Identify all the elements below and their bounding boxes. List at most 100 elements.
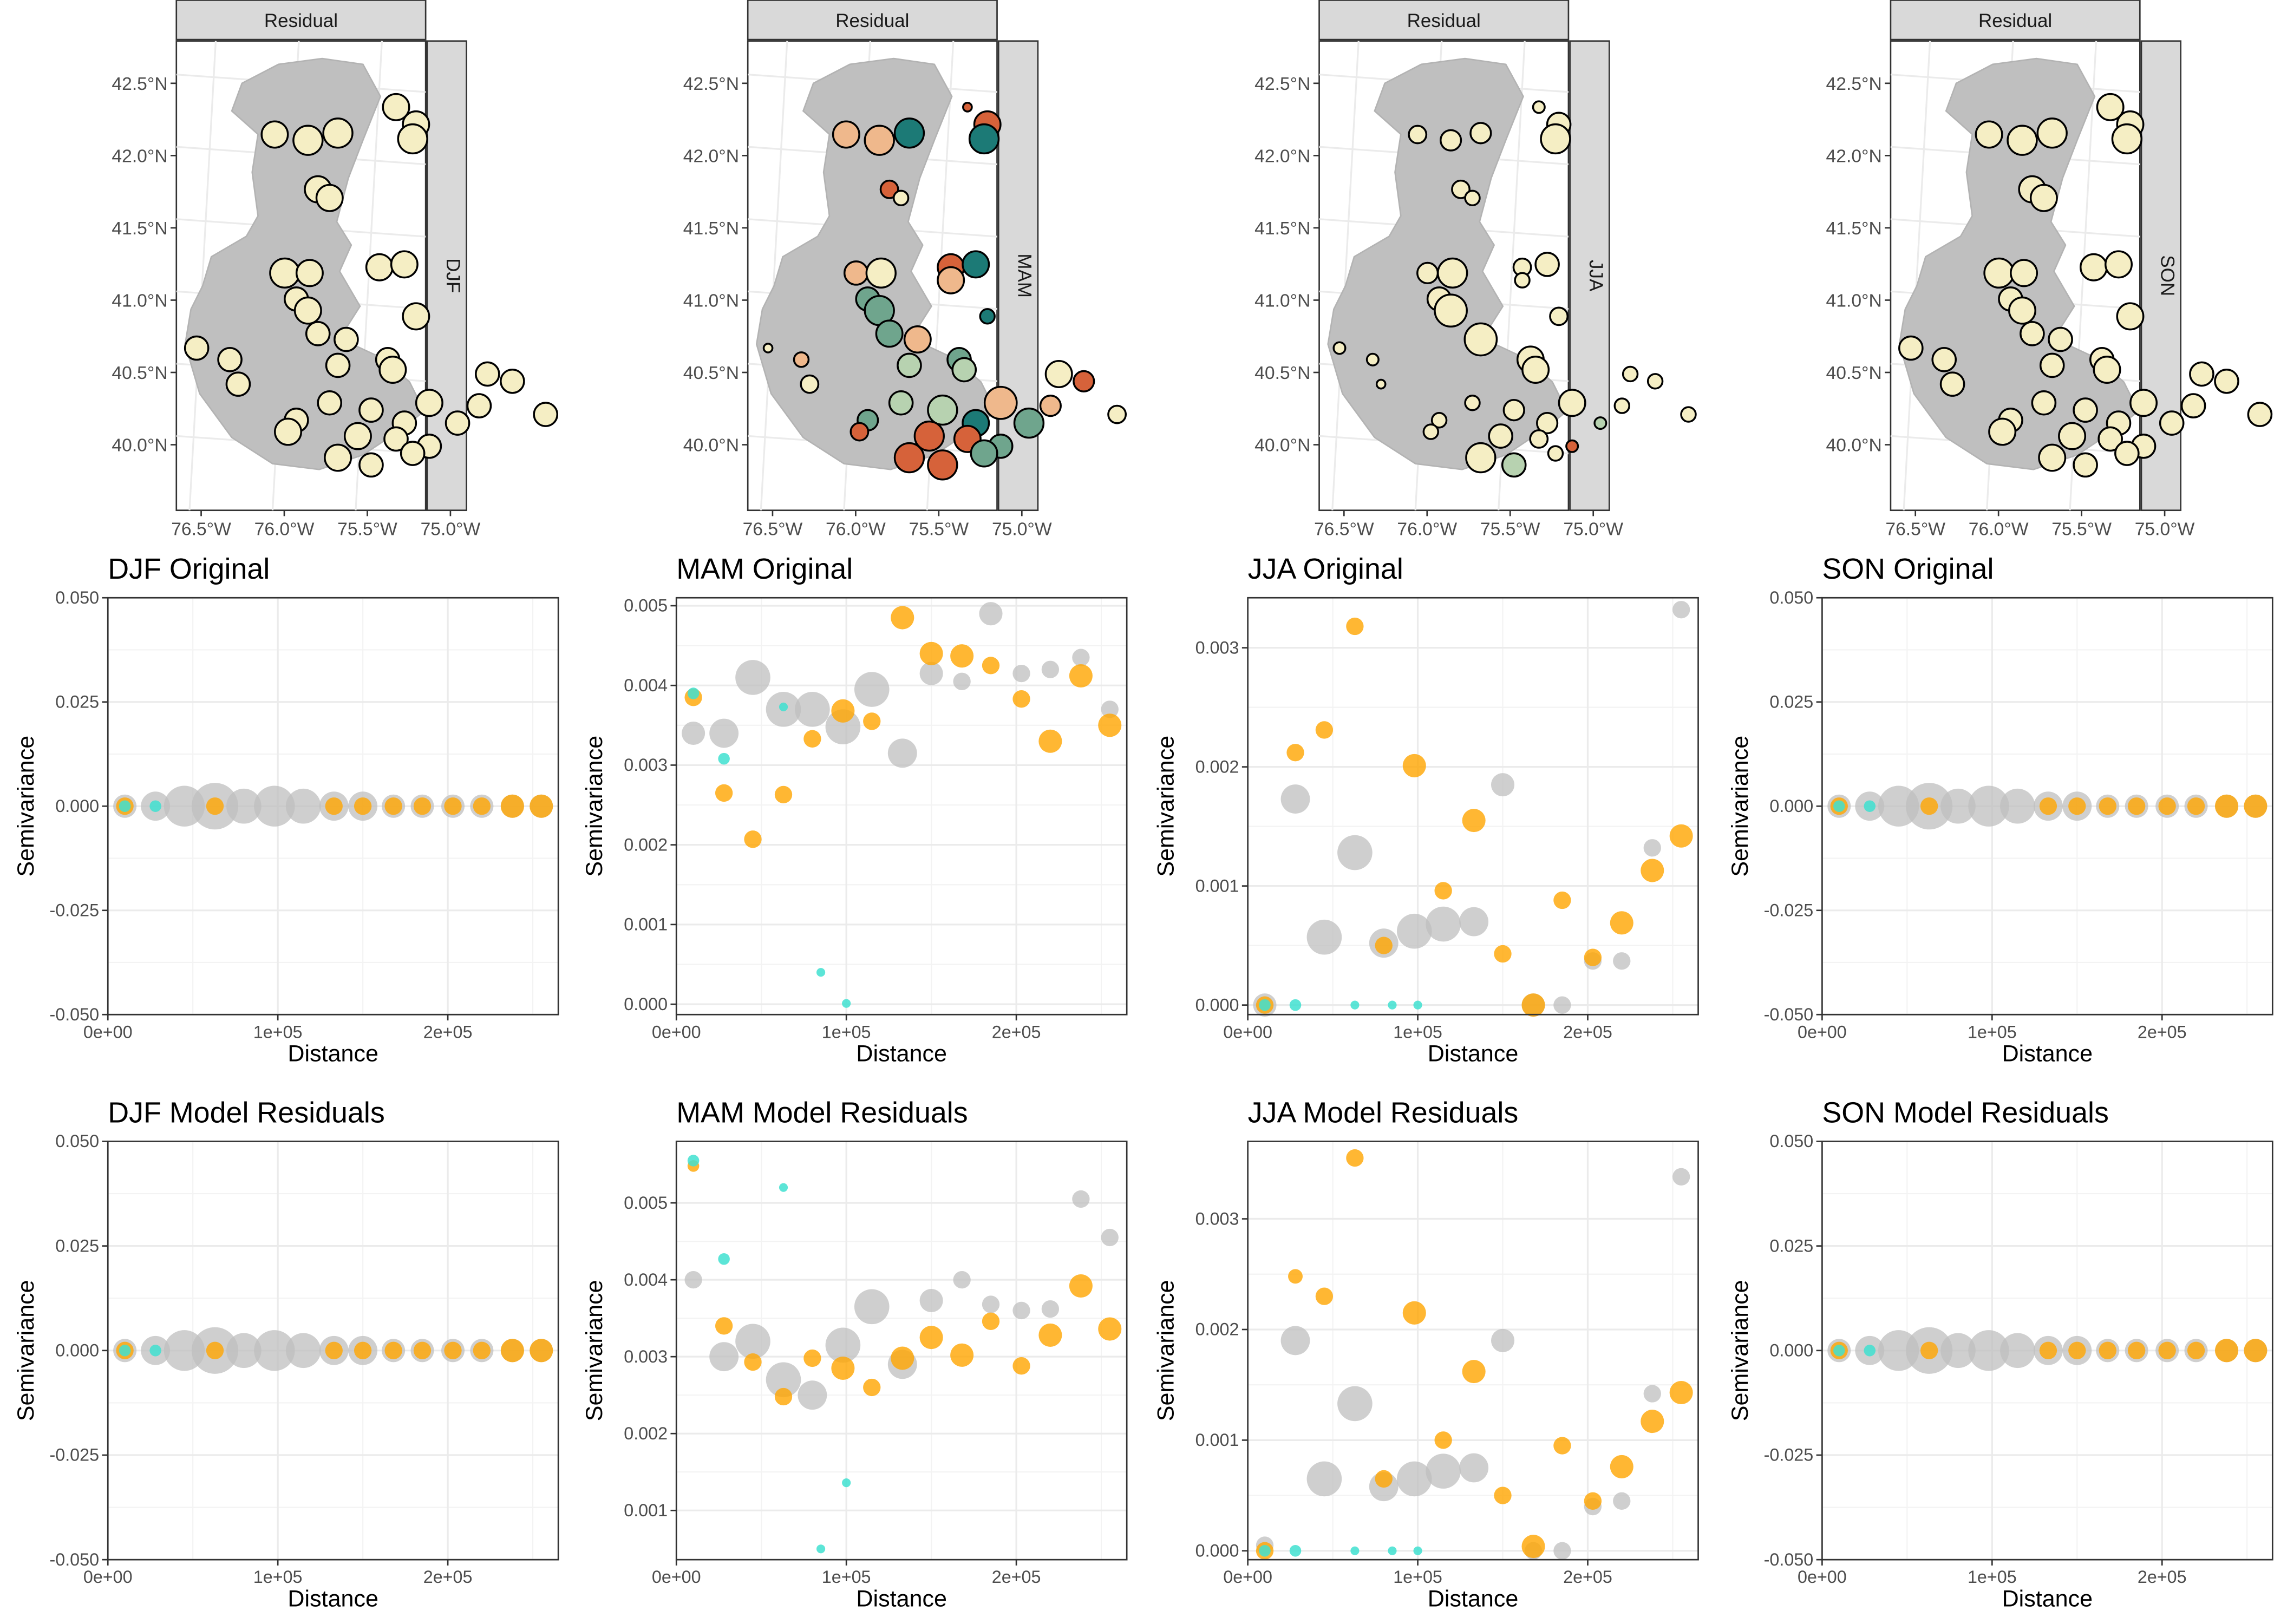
map-strip-right-label: JJA: [1585, 260, 1606, 292]
map-station-marker: [970, 439, 998, 468]
data-point-grey: [1012, 1301, 1030, 1320]
map-station-marker: [225, 371, 251, 397]
map-x-tick-label: 75.5°W: [1480, 519, 1540, 539]
map-station-marker: [260, 120, 289, 149]
map-station-marker: [1469, 122, 1492, 145]
data-point-cyan: [779, 1183, 788, 1192]
data-point-grey: [953, 1271, 971, 1289]
map-strip-top: [1318, 0, 1570, 41]
map-y-tick-label: 41.0°N: [112, 291, 167, 311]
map-panel-djf: Residual DJF 42.5°N 42.0°N 41.5°N 41.0°N 40.5°…: [112, 0, 559, 539]
map-station-marker: [800, 374, 820, 394]
y-tick-label: 0.003: [624, 1347, 668, 1366]
data-point-grey: [254, 785, 295, 827]
semivariogram-panel-8: SON Model Residuals -0.050 -0.025 0.000 0.02…: [1727, 1096, 2273, 1612]
map-station-marker: [1593, 416, 1608, 430]
map-y-tick-label: 40.5°N: [1254, 363, 1310, 383]
y-tick-label: 0.000: [1195, 1541, 1239, 1561]
map-station-marker: [1434, 293, 1468, 328]
map-station-marker: [305, 321, 331, 346]
data-point-orange: [2068, 797, 2086, 815]
map-station-marker: [2036, 117, 2068, 149]
plot-border: [675, 1141, 1128, 1561]
data-point-grey: [1491, 1328, 1515, 1352]
map-station-marker: [2180, 393, 2206, 418]
map-station-marker: [295, 259, 324, 287]
y-tick-label: 0.003: [624, 755, 668, 775]
map-x-tick-label: 75.5°W: [337, 519, 397, 539]
data-point-grey: [1041, 1300, 1060, 1318]
data-point-grey: [1101, 700, 1119, 718]
data-point-orange: [1012, 1357, 1030, 1375]
data-point-orange: [206, 1341, 224, 1359]
x-axis-label: Distance: [287, 1586, 378, 1612]
plot-border: [1247, 597, 1699, 1016]
map-station-marker: [897, 352, 922, 378]
data-point-orange: [831, 699, 855, 723]
data-point-cyan: [718, 1253, 730, 1265]
y-tick-label: 0.005: [624, 596, 668, 615]
map-strip-top-label: Residual: [264, 10, 338, 31]
map-station-marker: [2159, 410, 2185, 436]
map-station-marker: [2247, 402, 2273, 427]
data-point-cyan: [1259, 999, 1271, 1011]
data-point-orange: [2039, 1341, 2057, 1359]
map-strip-top-label: Residual: [835, 10, 909, 31]
data-point-orange: [2068, 1341, 2086, 1359]
map-station-marker: [274, 417, 302, 446]
map-station-marker: [1529, 429, 1549, 449]
data-point-grey: [1426, 1453, 1461, 1489]
semivariogram-panel-7: JJA Model Residuals 0.000 0.001 0.002 0.003 0…: [1153, 1096, 1699, 1612]
y-tick-label: 0.050: [55, 1131, 99, 1151]
map-station-marker: [1534, 252, 1560, 277]
data-point-orange: [2158, 1341, 2176, 1359]
map-y-tick-label: 42.0°N: [1254, 147, 1310, 167]
x-axis-label: Distance: [856, 1586, 947, 1612]
data-point-orange: [1494, 945, 1512, 963]
x-tick-label: 1e+05: [1393, 1567, 1442, 1587]
map-y-tick-label: 42.0°N: [683, 147, 739, 167]
data-point-orange: [831, 1356, 855, 1380]
map-x-tick-label: 76.5°W: [171, 519, 231, 539]
semivariogram-panel-3: JJA Original 0.000 0.001 0.002 0.003 0e+00 1e+…: [1153, 553, 1699, 1066]
map-station-marker: [2007, 125, 2038, 156]
map-y-tick-label: 40.0°N: [112, 436, 167, 456]
data-point-orange: [919, 641, 943, 665]
plot-area: [676, 598, 1127, 1015]
map-gridline-lon: [760, 41, 788, 510]
map-station-marker: [1931, 347, 1957, 372]
map-station-marker: [1975, 120, 2003, 149]
x-tick-label: 2e+05: [1563, 1567, 1612, 1587]
data-point-orange: [1434, 882, 1452, 900]
data-point-orange: [2099, 797, 2116, 815]
y-tick-label: -0.050: [1764, 1550, 1814, 1569]
data-point-orange: [413, 797, 432, 815]
map-station-marker: [358, 397, 384, 423]
x-tick-label: 1e+05: [253, 1567, 303, 1587]
data-point-orange: [1920, 797, 1938, 815]
data-point-orange: [1288, 1269, 1303, 1284]
map-station-marker: [1465, 442, 1497, 474]
y-tick-label: 0.000: [55, 796, 99, 816]
y-tick-label: 0.001: [624, 915, 668, 934]
map-station-marker: [365, 253, 394, 281]
data-point-orange: [2244, 794, 2268, 818]
data-point-cyan: [149, 800, 161, 812]
data-point-orange: [384, 797, 402, 815]
data-point-orange: [2215, 794, 2239, 818]
map-strip-right-label: SON: [2157, 255, 2178, 296]
y-tick-label: 0.004: [624, 1270, 668, 1289]
x-tick-label: 2e+05: [423, 1567, 473, 1587]
map-station-marker: [793, 351, 810, 368]
map-panel-jja: Residual JJA 42.5°N 42.0°N 41.5°N 41.0°N 40.5°…: [1254, 0, 1697, 539]
data-point-grey: [254, 1330, 295, 1371]
map-strip-top: [175, 0, 427, 41]
map-x-tick-label: 75.5°W: [909, 519, 969, 539]
data-point-cyan: [816, 1544, 826, 1554]
data-point-orange: [473, 1341, 491, 1359]
map-strip-top: [1890, 0, 2141, 41]
map-station-marker: [383, 426, 409, 452]
map-panel-son: Residual SON 42.5°N 42.0°N 41.5°N 41.0°N 40.5°…: [1826, 0, 2273, 539]
map-x-tick-label: 76.0°W: [254, 519, 315, 539]
